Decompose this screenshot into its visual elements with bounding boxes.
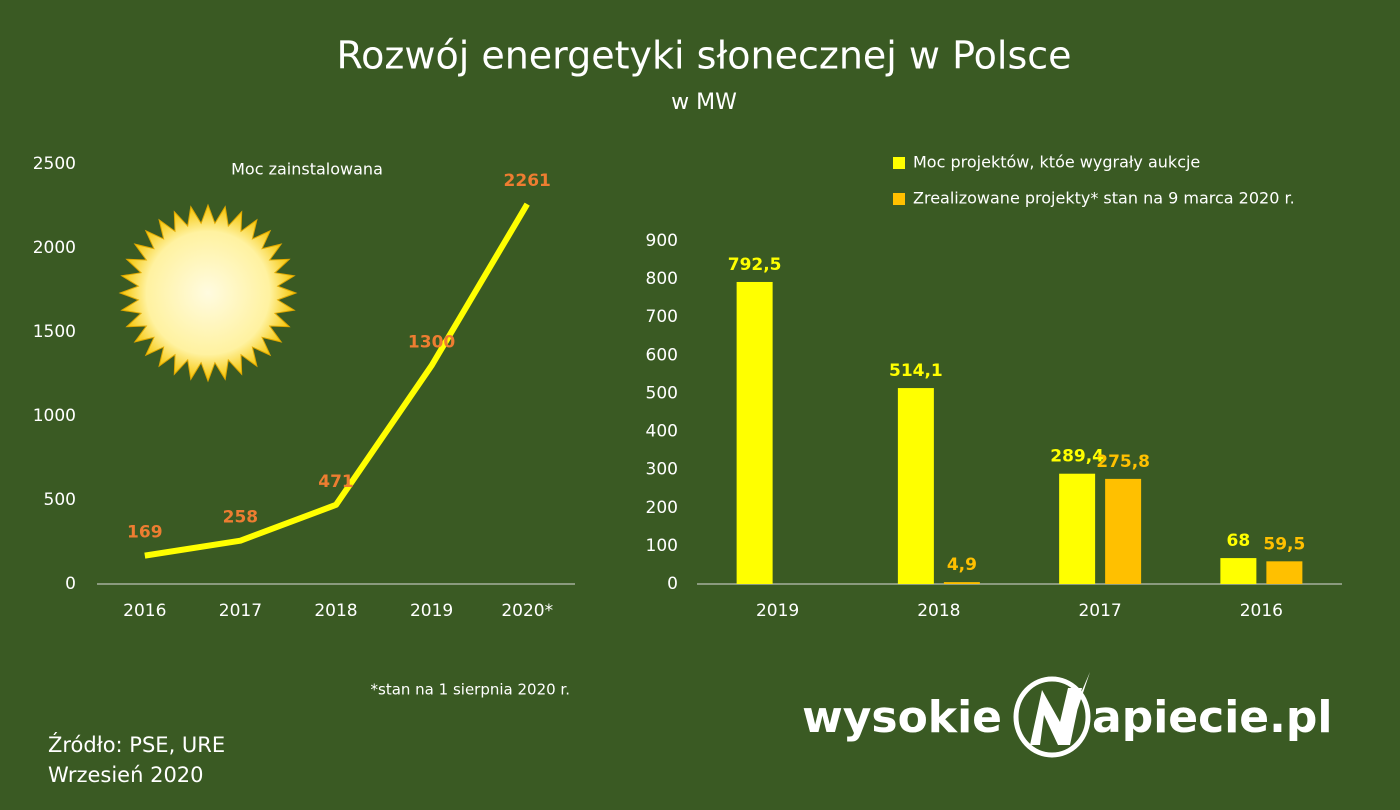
bar xyxy=(897,388,934,584)
bar xyxy=(1266,561,1303,584)
y-tick-label: 400 xyxy=(646,422,678,442)
y-tick-label: 300 xyxy=(646,460,678,480)
y-tick-label: 700 xyxy=(646,307,678,327)
data-label: 471 xyxy=(318,472,354,492)
x-tick-label: 2017 xyxy=(1078,601,1121,621)
logo-left: wysokie xyxy=(802,692,1002,743)
source: Źródło: PSE, URE xyxy=(48,732,225,757)
y-tick-label: 0 xyxy=(667,574,678,594)
sun-icon xyxy=(118,203,298,383)
data-label: 289,4 xyxy=(1050,447,1104,467)
logo-icon xyxy=(1013,672,1091,758)
x-tick-label: 2017 xyxy=(219,601,262,621)
title: Rozwój energetyki słonecznej w Polsce xyxy=(336,34,1071,78)
y-tick-label: 1500 xyxy=(33,322,76,342)
subtitle: w MW xyxy=(671,90,737,115)
data-label: 1300 xyxy=(408,333,455,353)
y-tick-label: 100 xyxy=(646,536,678,556)
legend-swatch xyxy=(893,157,905,169)
bar xyxy=(1105,478,1142,584)
data-label: 4,9 xyxy=(947,555,977,575)
logo-right: apiecie.pl xyxy=(1092,692,1332,743)
y-tick-label: 0 xyxy=(65,574,76,594)
y-tick-label: 600 xyxy=(646,345,678,365)
date: Wrzesień 2020 xyxy=(48,763,204,787)
x-tick-label: 2019 xyxy=(410,601,453,621)
x-tick-label: 2019 xyxy=(756,601,799,621)
legend-swatch xyxy=(893,193,905,205)
bar xyxy=(943,582,980,584)
bar xyxy=(1059,473,1096,584)
data-label: 2261 xyxy=(504,171,551,191)
x-tick-label: 2018 xyxy=(314,601,357,621)
chart-subtitle: Moc zainstalowana xyxy=(231,160,383,179)
y-tick-label: 2500 xyxy=(33,154,76,174)
line xyxy=(144,202,530,559)
y-tick-label: 1000 xyxy=(33,406,76,426)
y-tick-label: 500 xyxy=(646,383,678,403)
footnote: *stan na 1 sierpnia 2020 r. xyxy=(371,681,570,699)
x-tick-label: 2020* xyxy=(501,601,553,621)
y-tick-label: 2000 xyxy=(33,238,76,258)
y-tick-label: 800 xyxy=(646,269,678,289)
legend-label: Moc projektów, któe wygrały aukcje xyxy=(913,153,1200,172)
data-label: 59,5 xyxy=(1263,534,1305,554)
data-label: 792,5 xyxy=(728,255,782,275)
data-label: 169 xyxy=(127,523,163,543)
y-tick-label: 200 xyxy=(646,498,678,518)
bar xyxy=(736,281,773,584)
bar xyxy=(1220,558,1257,584)
data-label: 258 xyxy=(223,508,259,528)
data-label: 275,8 xyxy=(1096,452,1150,472)
x-tick-label: 2018 xyxy=(917,601,960,621)
data-label: 68 xyxy=(1227,531,1251,551)
x-tick-label: 2016 xyxy=(123,601,166,621)
legend-label: Zrealizowane projekty* stan na 9 marca 2… xyxy=(913,189,1295,208)
x-tick-label: 2016 xyxy=(1240,601,1283,621)
data-label: 514,1 xyxy=(889,361,943,381)
y-tick-label: 500 xyxy=(44,490,76,510)
y-tick-label: 900 xyxy=(646,231,678,251)
